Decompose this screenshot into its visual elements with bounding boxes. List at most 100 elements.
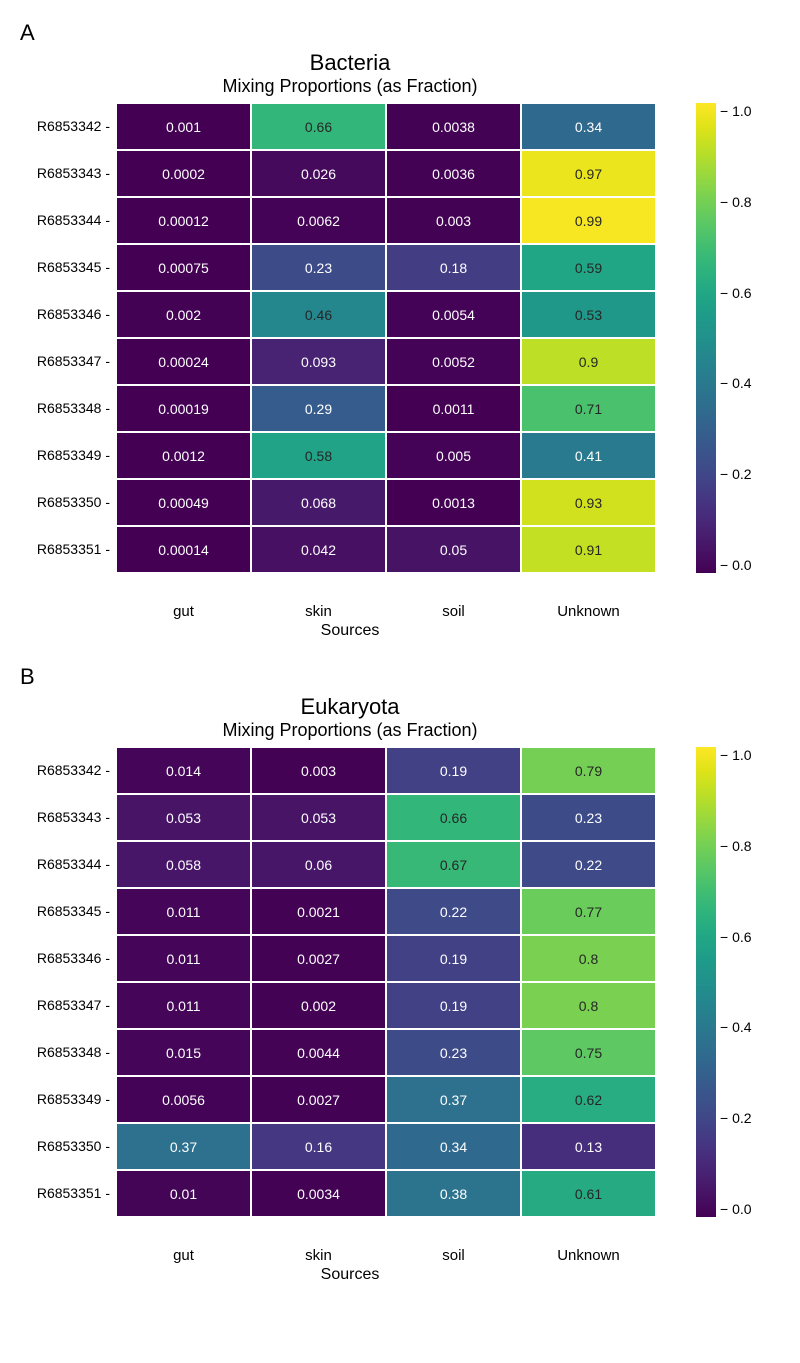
heatmap-cell: 0.011 (116, 888, 251, 935)
heatmap-cell: 0.37 (386, 1076, 521, 1123)
heatmap-cell: 0.34 (521, 103, 656, 150)
heatmap-cell: 0.068 (251, 479, 386, 526)
heatmap-cell: 0.41 (521, 432, 656, 479)
colorbar-tick: 0.6 (720, 285, 752, 301)
heatmap-cell: 0.002 (116, 291, 251, 338)
heatmap-cell: 0.93 (521, 479, 656, 526)
y-tick: R6853342 - (20, 103, 110, 150)
heatmap-cell: 0.026 (251, 150, 386, 197)
y-tick: R6853347 - (20, 338, 110, 385)
colorbar-tick: 0.0 (720, 557, 752, 573)
heatmap-cell: 0.79 (521, 747, 656, 794)
chart-title-b: Eukaryota (80, 694, 620, 720)
heatmap-cell: 0.015 (116, 1029, 251, 1076)
x-tick: soil (386, 1247, 521, 1264)
colorbar-ticks-b: 1.00.80.60.40.20.0 (716, 747, 752, 1217)
panel-a: A Bacteria Mixing Proportions (as Fracti… (20, 20, 780, 640)
chart-subtitle-a: Mixing Proportions (as Fraction) (80, 76, 620, 97)
colorbar-tick: 0.8 (720, 194, 752, 210)
y-tick: R6853346 - (20, 291, 110, 338)
heatmap-cell: 0.01 (116, 1170, 251, 1217)
chart-subtitle-b: Mixing Proportions (as Fraction) (80, 720, 620, 741)
heatmap-cell: 0.67 (386, 841, 521, 888)
y-tick: R6853342 - (20, 747, 110, 794)
heatmap-cell: 0.0027 (251, 935, 386, 982)
heatmap-cell: 0.38 (386, 1170, 521, 1217)
y-tick: R6853351 - (20, 1170, 110, 1217)
panel-label-a: A (20, 20, 780, 46)
heatmap-cell: 0.34 (386, 1123, 521, 1170)
heatmap-cell: 0.053 (251, 794, 386, 841)
heatmap-cell: 0.97 (521, 150, 656, 197)
panel-label-b: B (20, 664, 780, 690)
colorbar-a: 1.00.80.60.40.20.0 (696, 103, 752, 573)
colorbar-tick: 1.0 (720, 747, 752, 763)
heatmap-cell: 0.37 (116, 1123, 251, 1170)
chart-title-a: Bacteria (80, 50, 620, 76)
heatmap-cell: 0.058 (116, 841, 251, 888)
heatmap-cell: 0.75 (521, 1029, 656, 1076)
heatmap-cell: 0.71 (521, 385, 656, 432)
heatmap-cell: 0.8 (521, 982, 656, 1029)
heatmap-cell: 0.0062 (251, 197, 386, 244)
heatmap-cell: 0.00019 (116, 385, 251, 432)
heatmap-a: 0.0010.660.00380.340.00020.0260.00360.97… (116, 103, 656, 573)
heatmap-cell: 0.003 (251, 747, 386, 794)
heatmap-cell: 0.23 (251, 244, 386, 291)
heatmap-cell: 0.002 (251, 982, 386, 1029)
x-tick: soil (386, 603, 521, 620)
heatmap-cell: 0.005 (386, 432, 521, 479)
panel-b: B Eukaryota Mixing Proportions (as Fract… (20, 664, 780, 1284)
y-tick-labels-a: R6853342 -R6853343 -R6853344 -R6853345 -… (20, 103, 116, 573)
y-tick: R6853348 - (20, 385, 110, 432)
heatmap-cell: 0.99 (521, 197, 656, 244)
colorbar-tick: 0.4 (720, 1019, 752, 1035)
heatmap-cell: 0.0011 (386, 385, 521, 432)
heatmap-cell: 0.0052 (386, 338, 521, 385)
x-tick: gut (116, 603, 251, 620)
heatmap-cell: 0.29 (251, 385, 386, 432)
y-tick: R6853345 - (20, 244, 110, 291)
colorbar-tick: 0.4 (720, 375, 752, 391)
heatmap-cell: 0.053 (116, 794, 251, 841)
heatmap-cell: 0.0012 (116, 432, 251, 479)
heatmap-cell: 0.0021 (251, 888, 386, 935)
heatmap-cell: 0.093 (251, 338, 386, 385)
heatmap-cell: 0.0036 (386, 150, 521, 197)
heatmap-cell: 0.53 (521, 291, 656, 338)
x-tick: Unknown (521, 1247, 656, 1264)
heatmap-cell: 0.77 (521, 888, 656, 935)
heatmap-cell: 0.66 (251, 103, 386, 150)
heatmap-cell: 0.0034 (251, 1170, 386, 1217)
heatmap-cell: 0.91 (521, 526, 656, 573)
heatmap-cell: 0.22 (521, 841, 656, 888)
heatmap-cell: 0.06 (251, 841, 386, 888)
heatmap-cell: 0.042 (251, 526, 386, 573)
heatmap-cell: 0.58 (251, 432, 386, 479)
y-tick: R6853343 - (20, 794, 110, 841)
heatmap-cell: 0.003 (386, 197, 521, 244)
y-tick: R6853349 - (20, 1076, 110, 1123)
heatmap-cell: 0.0013 (386, 479, 521, 526)
y-tick: R6853351 - (20, 526, 110, 573)
heatmap-cell: 0.0027 (251, 1076, 386, 1123)
heatmap-cell: 0.19 (386, 747, 521, 794)
colorbar-tick: 0.6 (720, 929, 752, 945)
heatmap-cell: 0.014 (116, 747, 251, 794)
heatmap-cell: 0.0002 (116, 150, 251, 197)
heatmap-cell: 0.16 (251, 1123, 386, 1170)
x-tick-labels-a: gutskinsoilUnknown (116, 603, 656, 620)
y-tick: R6853350 - (20, 1123, 110, 1170)
heatmap-cell: 0.19 (386, 982, 521, 1029)
x-tick: skin (251, 1247, 386, 1264)
x-tick: gut (116, 1247, 251, 1264)
heatmap-cell: 0.00014 (116, 526, 251, 573)
y-tick: R6853348 - (20, 1029, 110, 1076)
y-tick: R6853345 - (20, 888, 110, 935)
y-tick-labels-b: R6853342 -R6853343 -R6853344 -R6853345 -… (20, 747, 116, 1217)
colorbar-tick: 0.2 (720, 466, 752, 482)
heatmap-cell: 0.0044 (251, 1029, 386, 1076)
heatmap-cell: 0.59 (521, 244, 656, 291)
heatmap-cell: 0.19 (386, 935, 521, 982)
colorbar-b: 1.00.80.60.40.20.0 (696, 747, 752, 1217)
